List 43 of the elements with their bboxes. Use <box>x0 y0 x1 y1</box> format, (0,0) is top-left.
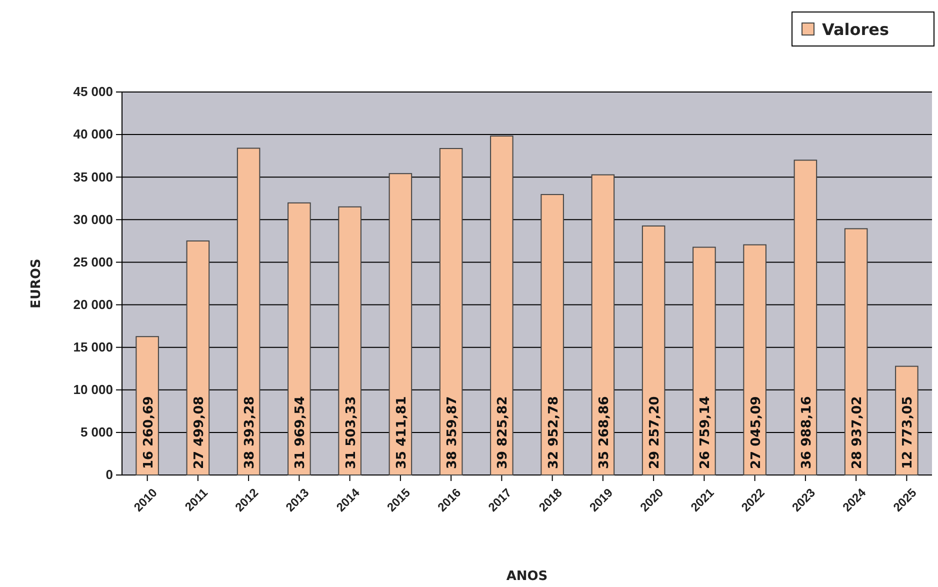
y-tick-label: 10 000 <box>73 382 113 398</box>
bar <box>692 246 716 476</box>
data-label: 26 759,14 <box>698 396 714 469</box>
data-label: 27 045,09 <box>748 396 764 469</box>
data-label: 35 268,86 <box>596 396 612 469</box>
bar <box>642 225 666 476</box>
y-axis-title: EUROS <box>29 258 44 308</box>
bar <box>844 228 868 476</box>
bar <box>490 136 514 476</box>
y-tick-label: 35 000 <box>73 169 113 184</box>
y-tick-label: 5 000 <box>80 424 113 440</box>
x-axis-title: ANOS <box>506 569 548 584</box>
bar <box>186 240 210 476</box>
data-label: 31 969,54 <box>293 396 308 469</box>
data-label: 29 257,20 <box>648 396 663 469</box>
bar <box>439 148 463 476</box>
bar <box>388 173 412 476</box>
y-tick-label: 0 <box>106 467 113 482</box>
data-label: 28 937,02 <box>850 396 866 469</box>
bar <box>236 148 260 476</box>
y-tick-label: 30 000 <box>73 212 113 227</box>
y-tick-label: 20 000 <box>73 296 113 312</box>
bar <box>743 244 766 476</box>
data-label: 36 988,16 <box>799 396 814 469</box>
bar <box>338 206 362 476</box>
data-label: 38 359,87 <box>445 396 460 469</box>
data-label: 35 411,81 <box>394 396 410 469</box>
data-label: 31 503,33 <box>344 396 359 469</box>
bar <box>794 160 818 476</box>
y-tick-label: 40 000 <box>73 126 113 142</box>
data-label: 12 773,05 <box>900 396 916 469</box>
data-label: 32 952,78 <box>546 396 562 469</box>
bar <box>540 194 564 476</box>
data-label: 16 260,69 <box>141 396 156 469</box>
data-label: 27 499,08 <box>192 396 207 469</box>
y-tick-label: 45 000 <box>73 84 113 100</box>
bar <box>591 174 615 476</box>
legend-label: Valores <box>822 20 890 39</box>
data-label: 38 393,28 <box>242 396 258 469</box>
bar <box>288 202 311 476</box>
y-tick-label: 25 000 <box>73 254 113 270</box>
data-label: 39 825,82 <box>496 396 511 469</box>
y-tick-label: 15 000 <box>73 339 113 354</box>
